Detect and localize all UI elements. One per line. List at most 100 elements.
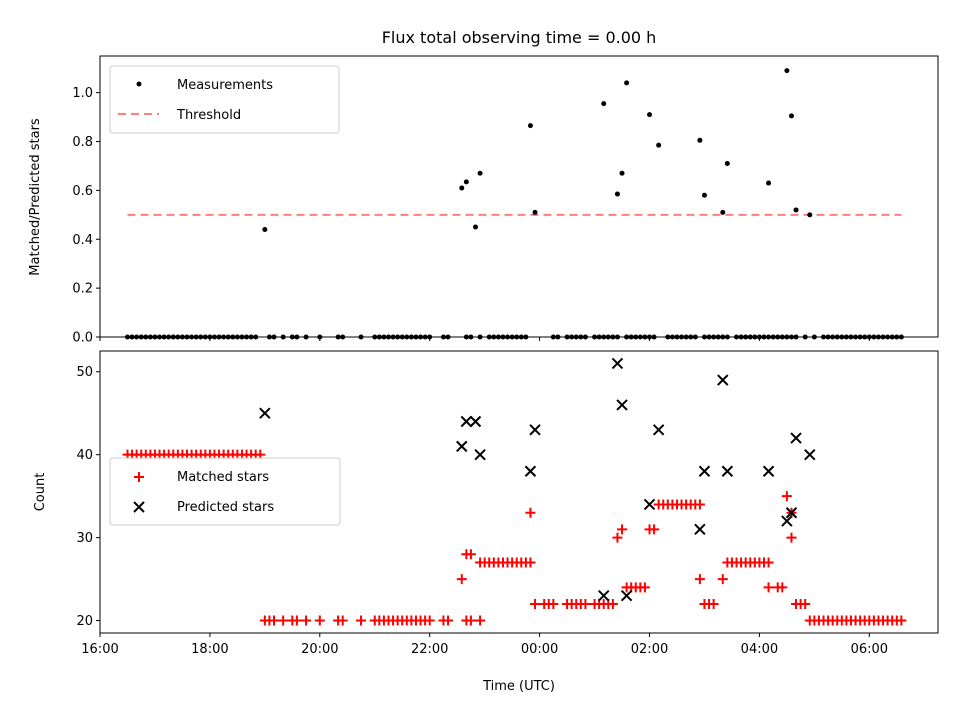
count-y-tick-label: 40 [76, 448, 93, 463]
predicted-star-point [611, 357, 624, 370]
count-x-ticks: 16:00 18:00 20:00 22:00 00:00 02:00 04:00 06:00 [81, 633, 888, 657]
measurement-point [477, 170, 483, 176]
matched-star-point [465, 549, 476, 560]
measurement-point [647, 112, 653, 118]
measurement-point [472, 224, 478, 230]
count-panel: 20 30 40 50 16:00 18:00 20:00 22:00 00:00 02:00 0… [33, 350, 939, 694]
legend-matched-marker [134, 472, 144, 482]
ratio-legend: Measurements Threshold [109, 65, 340, 134]
predicted-star-point [469, 415, 482, 428]
matched-star-point [777, 582, 788, 593]
matched-star-point [607, 598, 618, 609]
chart-title: Flux total observing time = 0.00 h [382, 28, 657, 47]
predicted-star-points [259, 357, 816, 602]
count-x-tick-label: 20:00 [301, 642, 338, 657]
ratio-y-tick-label: 0.4 [72, 233, 93, 248]
predicted-star-point [529, 424, 541, 436]
matched-star-point [443, 615, 454, 626]
count-y-axis-label: Count [33, 473, 48, 512]
measurement-point [784, 68, 790, 74]
ratio-y-tick-label: 0.8 [72, 135, 93, 150]
measurement-point [788, 113, 794, 119]
matched-star-point [291, 615, 302, 626]
measurement-point [656, 142, 662, 148]
predicted-star-point [598, 589, 610, 602]
count-x-tick-label: 18:00 [191, 642, 228, 657]
ratio-y-tick-label: 0.6 [72, 184, 93, 199]
matched-star-point [530, 598, 541, 609]
predicted-star-point [259, 407, 271, 419]
ratio-plot-frame [99, 55, 939, 338]
count-y-tick-label: 30 [76, 531, 93, 546]
predicted-star-point [524, 465, 537, 477]
matched-star-point [694, 499, 705, 510]
measurement-point [724, 161, 730, 167]
count-plot-frame [99, 350, 939, 634]
legend-predicted-cross [133, 501, 145, 513]
ratio-y-tick-label: 0.0 [72, 331, 93, 346]
matched-star-point [301, 615, 312, 626]
matched-star-point [617, 524, 628, 535]
legend-threshold-label: Threshold [176, 108, 241, 123]
predicted-star-point [620, 589, 633, 602]
predicted-star-point [616, 399, 628, 411]
predicted-star-point [474, 448, 486, 461]
predicted-star-point [721, 465, 734, 477]
matched-star-point [465, 615, 476, 626]
legend-matched-label: Matched stars [177, 470, 269, 485]
x-axis-label: Time (UTC) [482, 679, 555, 694]
matched-star-point [708, 598, 719, 609]
matched-star-point [649, 524, 660, 535]
ratio-panel: 0.0 0.2 0.4 0.6 0.8 1.0 Matched/Predicted sta… [28, 55, 939, 346]
matched-star-point [475, 615, 486, 626]
measurement-point [807, 212, 813, 218]
predicted-star-point [717, 374, 729, 386]
predicted-star-point [652, 424, 665, 436]
measurement-point [701, 192, 707, 198]
predicted-star-point [698, 465, 711, 477]
measurement-point [463, 179, 469, 185]
predicted-star-point [790, 432, 802, 444]
ratio-y-axis-label: Matched/Predicted stars [28, 118, 43, 276]
ratio-y-tick-label: 0.2 [72, 282, 93, 297]
count-legend: Matched stars Predicted stars [109, 457, 341, 526]
legend-predicted-marker [133, 501, 145, 513]
predicted-star-point [694, 523, 706, 536]
count-x-tick-label: 00:00 [521, 642, 558, 657]
legend-measurements-marker [136, 81, 142, 87]
matched-star-point [314, 615, 325, 626]
measurement-point [720, 209, 726, 215]
matched-star-point [763, 557, 774, 568]
measurement-point [766, 180, 772, 186]
legend-predicted-label: Predicted stars [177, 500, 274, 515]
predicted-star-point [804, 448, 816, 461]
count-legend-box [109, 457, 341, 526]
matched-star-point [424, 615, 435, 626]
predicted-star-point [456, 440, 468, 453]
matched-star-point [786, 532, 797, 543]
measurement-point [601, 101, 607, 107]
predicted-star-point [781, 515, 793, 527]
measurement-point [614, 191, 620, 197]
matched-star-point [456, 574, 467, 585]
count-x-tick-label: 02:00 [631, 642, 668, 657]
matched-star-point [337, 615, 348, 626]
matched-star-point [580, 598, 591, 609]
count-y-ticks: 20 30 40 50 [76, 365, 100, 629]
count-x-tick-label: 22:00 [411, 642, 448, 657]
matched-star-point [525, 557, 536, 568]
measurement-point [619, 170, 625, 176]
matched-star-point [639, 582, 650, 593]
matched-star-point [269, 615, 280, 626]
matched-star-point [781, 491, 792, 502]
count-x-tick-label: 06:00 [851, 642, 888, 657]
matched-star-point [763, 582, 774, 593]
ratio-legend-box [109, 65, 340, 134]
predicted-star-point [460, 415, 473, 428]
count-y-tick-label: 50 [76, 365, 93, 380]
matched-star-point [525, 507, 536, 518]
measurement-point [459, 185, 465, 191]
matched-star-point [694, 574, 705, 585]
ratio-y-tick-label: 1.0 [72, 86, 93, 101]
count-x-tick-label: 04:00 [741, 642, 778, 657]
